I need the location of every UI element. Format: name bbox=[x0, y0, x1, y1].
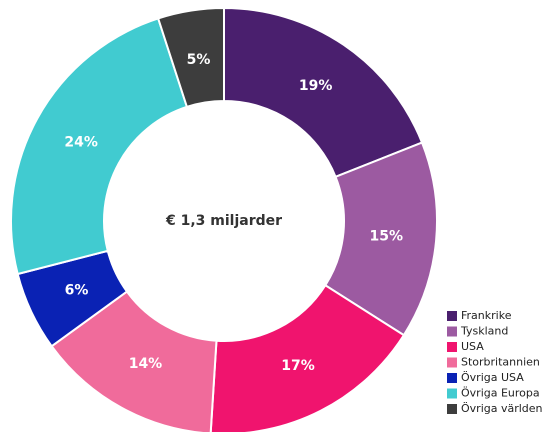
legend-label: Frankrike bbox=[461, 309, 512, 322]
center-label: € 1,3 miljarder bbox=[165, 213, 282, 229]
donut-slice bbox=[209, 283, 406, 432]
legend-label: Storbritannien bbox=[461, 356, 540, 369]
data-label: 24% bbox=[64, 134, 98, 150]
legend-swatch bbox=[447, 342, 457, 352]
donut-slice bbox=[156, 6, 225, 109]
data-label: 17% bbox=[281, 358, 315, 374]
legend-swatch bbox=[447, 357, 457, 368]
legend-swatch bbox=[447, 311, 457, 321]
data-label: 15% bbox=[370, 228, 404, 244]
data-label: 19% bbox=[299, 78, 333, 94]
legend-label: Övriga Europa bbox=[461, 387, 540, 400]
legend-label: USA bbox=[461, 340, 484, 353]
data-label: 5% bbox=[187, 52, 211, 68]
donut-slice bbox=[10, 17, 189, 276]
legend-swatch bbox=[447, 326, 457, 337]
legend-swatch bbox=[447, 388, 457, 399]
donut-slice bbox=[223, 6, 424, 179]
legend-label: Tyskland bbox=[460, 325, 508, 338]
data-label: 6% bbox=[65, 282, 89, 298]
legend-swatch bbox=[447, 404, 457, 414]
legend-swatch bbox=[447, 373, 457, 383]
legend-label: Övriga USA bbox=[461, 371, 524, 384]
legend-label: Övriga världen bbox=[461, 402, 543, 415]
data-label: 14% bbox=[129, 356, 163, 372]
